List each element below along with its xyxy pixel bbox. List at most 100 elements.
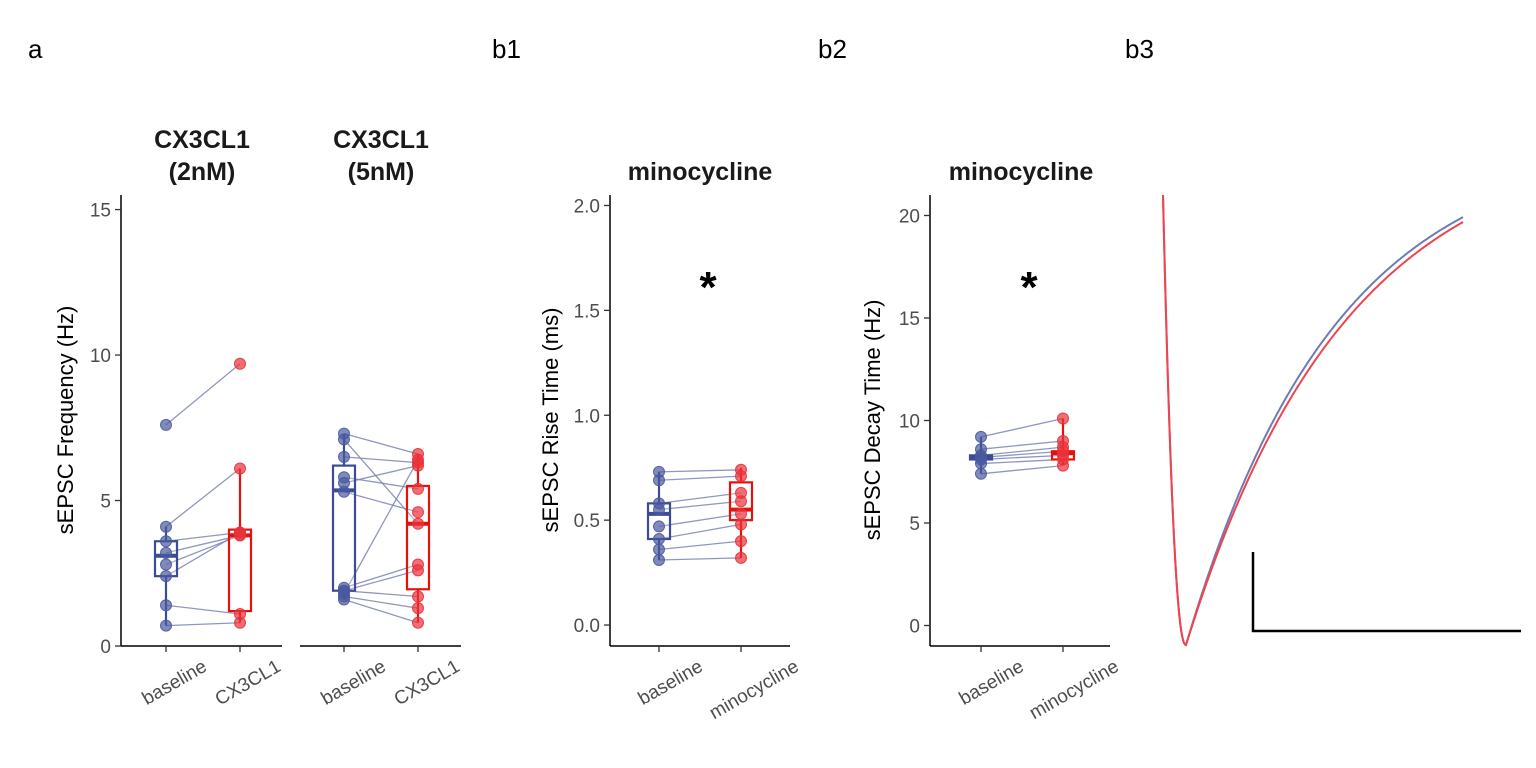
pair-line [980, 458, 1064, 465]
trace-baseline [1162, 194, 1464, 647]
x-tick-label-baseline: baseline [318, 656, 390, 710]
facet-title-2nm-line2: (2nM) [169, 158, 236, 186]
x-tick-label-baseline: baseline [139, 656, 211, 710]
pair-line [343, 456, 419, 464]
point-treatment [412, 602, 424, 615]
pair-line [980, 417, 1064, 438]
point-baseline [975, 467, 987, 480]
y-axis-frequency: 0 5 10 15 [90, 195, 122, 658]
point-treatment [735, 518, 747, 531]
point-baseline [160, 535, 172, 548]
point-baseline [160, 520, 172, 533]
point-treatment [412, 453, 424, 466]
point-baseline [653, 553, 665, 566]
y-tick-label: 0.0 [574, 616, 600, 637]
point-baseline [653, 533, 665, 546]
panel-label-b3: b3 [1125, 34, 1154, 64]
significance-star: * [1020, 263, 1038, 312]
x-tick-label-baseline: baseline [956, 656, 1028, 710]
pair-line [658, 523, 742, 540]
pair-line [658, 475, 742, 481]
pair-line [343, 563, 419, 589]
point-treatment [735, 507, 747, 520]
y-tick-label: 1.0 [574, 406, 600, 427]
pair-line [165, 363, 241, 426]
x-tick-label-cx3cl1: CX3CL1 [391, 656, 464, 710]
pair-line [658, 500, 742, 511]
pair-line [165, 604, 241, 615]
facet-title-minocycline: minocycline [949, 158, 1094, 186]
y-tick-label: 0 [100, 637, 111, 658]
facet-minocycline-rise: minocycline * baseline minocycline [610, 158, 803, 724]
pair-line [658, 557, 742, 561]
y-axis-label-rise-time: sEPSC Rise Time (ms) [538, 308, 563, 533]
point-baseline [975, 457, 987, 470]
point-baseline [160, 599, 172, 612]
y-tick-label: 2.0 [574, 196, 600, 217]
x-tick-label-cx3cl1: CX3CL1 [212, 656, 285, 710]
pair-line [343, 491, 419, 513]
point-treatment [735, 535, 747, 548]
point-treatment [412, 616, 424, 629]
pair-line [165, 467, 241, 528]
pair-line [980, 440, 1064, 450]
pair-line [165, 531, 241, 577]
facet-cx3cl1-5nm: CX3CL1 (5nM) baseline CX3CL1 [300, 126, 464, 710]
pair-line [343, 438, 419, 525]
pair-line [343, 432, 419, 455]
point-treatment [412, 506, 424, 519]
y-tick-label: 20 [899, 207, 920, 228]
pair-line [980, 450, 1064, 459]
panel-label-b1: b1 [492, 34, 521, 64]
y-tick-label: 1.5 [574, 301, 600, 322]
point-baseline [975, 430, 987, 443]
point-baseline [653, 520, 665, 533]
y-axis-decay-time: 0 5 10 15 20 [899, 195, 931, 646]
point-baseline [338, 450, 350, 463]
y-tick-label: 10 [899, 412, 920, 433]
y-tick-label: 5 [100, 492, 111, 513]
facet-title-5nm-line2: (5nM) [348, 158, 415, 186]
y-axis-label-decay-time: sEPSC Decay Time (Hz) [860, 300, 885, 541]
point-treatment [412, 564, 424, 577]
facet-title-2nm-line1: CX3CL1 [154, 126, 250, 154]
point-baseline [160, 619, 172, 632]
y-tick-label: 15 [90, 201, 111, 222]
x-tick-label-baseline: baseline [635, 656, 707, 710]
pair-line [343, 595, 419, 609]
point-treatment [735, 551, 747, 564]
pair-line [658, 513, 742, 528]
point-baseline [338, 433, 350, 446]
point-treatment [735, 495, 747, 508]
point-treatment [234, 526, 246, 539]
point-treatment [412, 590, 424, 603]
panel-b1: sEPSC Rise Time (ms) 0.0 0.5 1.0 1.5 2.0 min… [538, 158, 803, 724]
point-treatment [234, 616, 246, 629]
y-axis-rise-time: 0.0 0.5 1.0 1.5 2.0 [574, 195, 611, 646]
facet-title-minocycline: minocycline [628, 158, 773, 186]
point-baseline [338, 485, 350, 498]
y-tick-label: 15 [899, 309, 920, 330]
point-baseline [653, 543, 665, 556]
point-treatment [735, 470, 747, 483]
point-baseline [160, 546, 172, 559]
pair-line [343, 590, 419, 598]
pair-line [165, 531, 241, 542]
point-baseline [653, 503, 665, 516]
panel-b2: sEPSC Decay Time (Hz) 0 5 10 15 20 minocycli… [860, 158, 1123, 724]
pair-line [658, 492, 742, 505]
pair-line [980, 454, 1064, 461]
pair-line [980, 446, 1064, 456]
point-treatment [412, 482, 424, 495]
point-treatment [1057, 412, 1069, 425]
panel-a: sEPSC Frequency (Hz) 0 5 10 15 CX3CL1 (2nM)… [53, 126, 464, 710]
significance-star: * [699, 263, 717, 312]
pair-line [343, 598, 419, 624]
point-baseline [653, 474, 665, 487]
y-axis-label-frequency: sEPSC Frequency (Hz) [53, 306, 78, 535]
pair-line [658, 540, 742, 551]
pair-line [658, 469, 742, 473]
y-tick-label: 0 [909, 617, 920, 638]
point-treatment [234, 357, 246, 370]
